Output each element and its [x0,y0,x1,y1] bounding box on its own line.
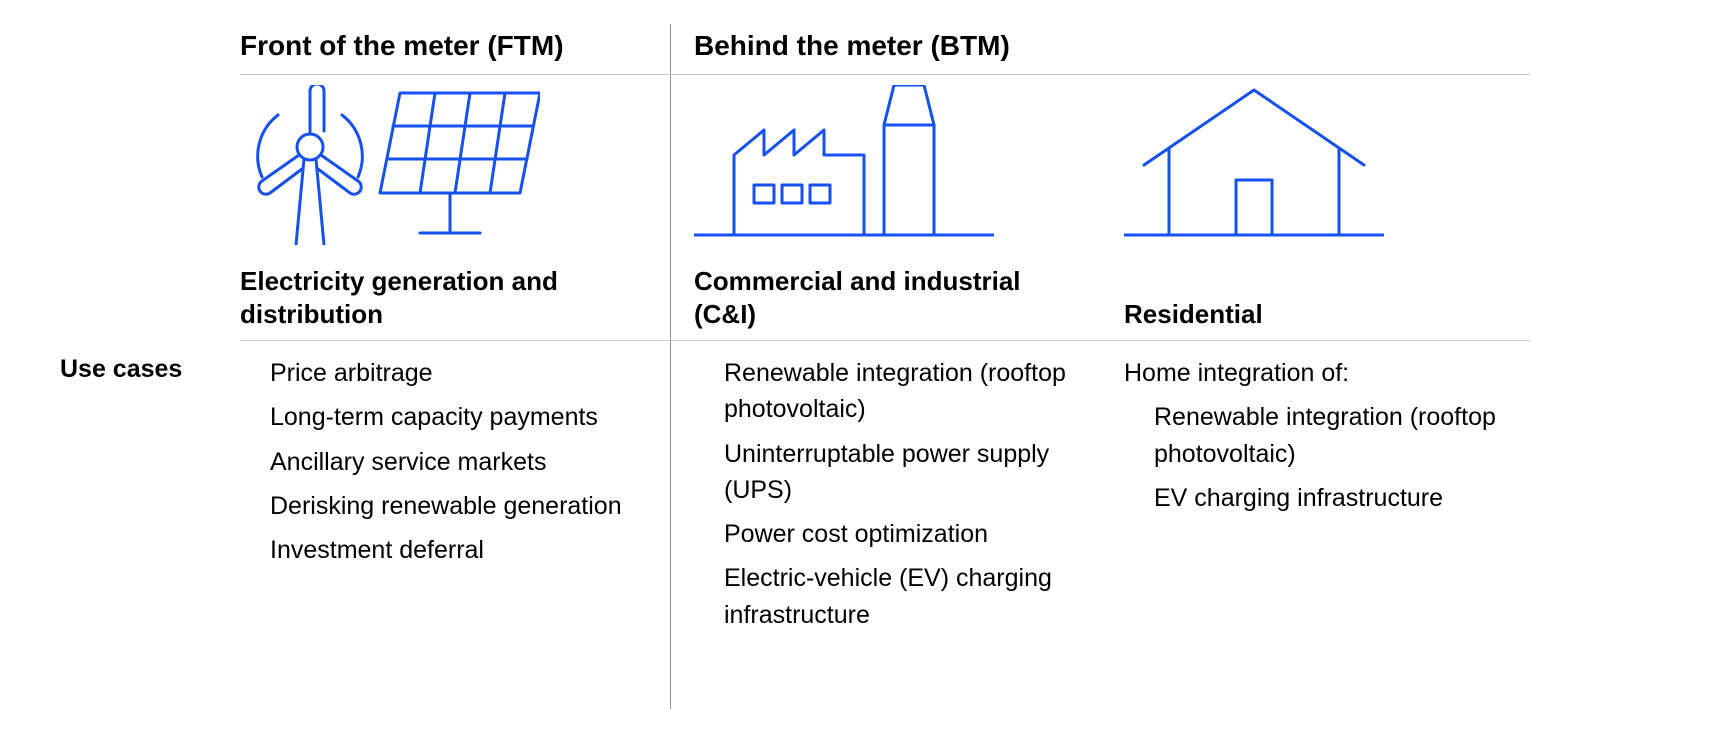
list-item: Renewable integration (rooftop photovolt… [724,355,1070,428]
list-item: Power cost optimization [724,516,1070,552]
list-item: Ancillary service markets [270,444,640,480]
use-cases-row-label: Use cases [60,341,240,641]
spacer [60,20,240,75]
list-item: Investment deferral [270,532,640,568]
layout-grid: Front of the meter (FTM) Behind the mete… [60,20,1660,641]
factory-icon [694,85,994,245]
wind-turbine-solar-panel-icon [240,85,540,245]
btm-ci-icon-cell [670,75,1100,255]
btm-section-header: Behind the meter (BTM) [670,20,1530,75]
list-item: Electric-vehicle (EV) charging infrastru… [724,560,1070,633]
list-item: Uninterruptable power supply (UPS) [724,436,1070,509]
list-lead: Home integration of: [1124,355,1500,391]
btm-ci-use-cases-list: Renewable integration (rooftop photovolt… [670,341,1100,641]
house-icon [1124,85,1384,245]
ftm-section-header: Front of the meter (FTM) [240,20,670,75]
ftm-icon-cell [240,75,670,255]
list-item: Price arbitrage [270,355,640,391]
infographic-root: Front of the meter (FTM) Behind the mete… [0,0,1720,748]
ftm-use-cases-list: Price arbitrage Long-term capacity payme… [240,341,670,641]
spacer [60,255,240,341]
btm-res-sub-header: Residential [1100,255,1530,341]
list-item: Long-term capacity payments [270,399,640,435]
list-item: Derisking renewable generation [270,488,640,524]
btm-res-use-cases-list: Home integration of: Renewable integrati… [1100,341,1530,641]
ftm-sub-header: Electricity generation and distribution [240,255,670,341]
btm-ci-sub-header: Commercial and industrial (C&I) [670,255,1100,341]
btm-res-icon-cell [1100,75,1530,255]
list-item: EV charging infrastructure [1154,480,1500,516]
spacer [60,75,240,255]
list-item: Renewable integration (rooftop photovolt… [1154,399,1500,472]
